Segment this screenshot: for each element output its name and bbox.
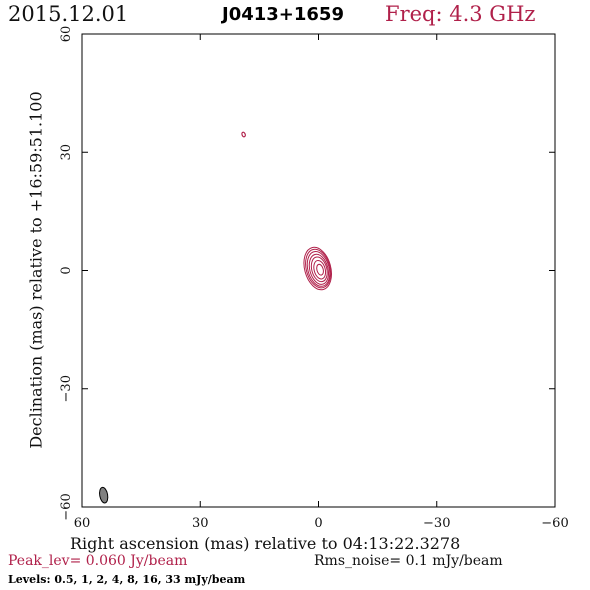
beam-shape — [99, 486, 109, 504]
contour-level — [308, 253, 330, 285]
plot-border — [81, 33, 556, 508]
axis-tick-labels: 60 30 0 −30 −60 −60 −30 0 30 60 — [59, 26, 569, 531]
y-tick-label: −30 — [59, 375, 74, 402]
rms-noise: Rms_noise= 0.1 mJy/beam — [314, 553, 503, 569]
beam-ellipse — [99, 486, 109, 504]
x-tick-label: 30 — [192, 516, 209, 531]
axis-ticks — [81, 33, 556, 508]
contour-levels: Levels: 0.5, 1, 2, 4, 8, 16, 33 mJy/beam — [8, 573, 246, 586]
y-tick-label: 0 — [59, 266, 74, 274]
frequency-label: Freq: 4.3 GHz — [385, 2, 536, 26]
y-tick-label: −60 — [59, 493, 74, 520]
y-tick-label: 60 — [59, 26, 74, 43]
contour-level — [310, 256, 328, 283]
x-axis-label: Right ascension (mas) relative to 04:13:… — [70, 534, 461, 553]
x-tick-label: −30 — [423, 516, 450, 531]
y-axis-label: Declination (mas) relative to +16:59:51.… — [26, 91, 46, 449]
observation-date: 2015.12.01 — [8, 2, 129, 26]
x-tick-label: 0 — [314, 516, 322, 531]
core-contours — [303, 246, 332, 291]
y-tick-label: 30 — [59, 144, 74, 161]
contour-level — [305, 248, 332, 289]
jet-knot — [241, 131, 246, 138]
plot-frame — [81, 33, 556, 508]
contour-level — [316, 263, 324, 276]
contour-level — [306, 251, 331, 287]
jet-knots — [241, 131, 246, 138]
x-tick-label: −60 — [541, 516, 568, 531]
source-name: J0413+1659 — [222, 4, 344, 25]
peak-level: Peak_lev= 0.060 Jy/beam — [8, 553, 188, 569]
contour-level — [313, 259, 327, 280]
x-tick-label: 60 — [74, 516, 91, 531]
contour-level — [303, 246, 332, 291]
